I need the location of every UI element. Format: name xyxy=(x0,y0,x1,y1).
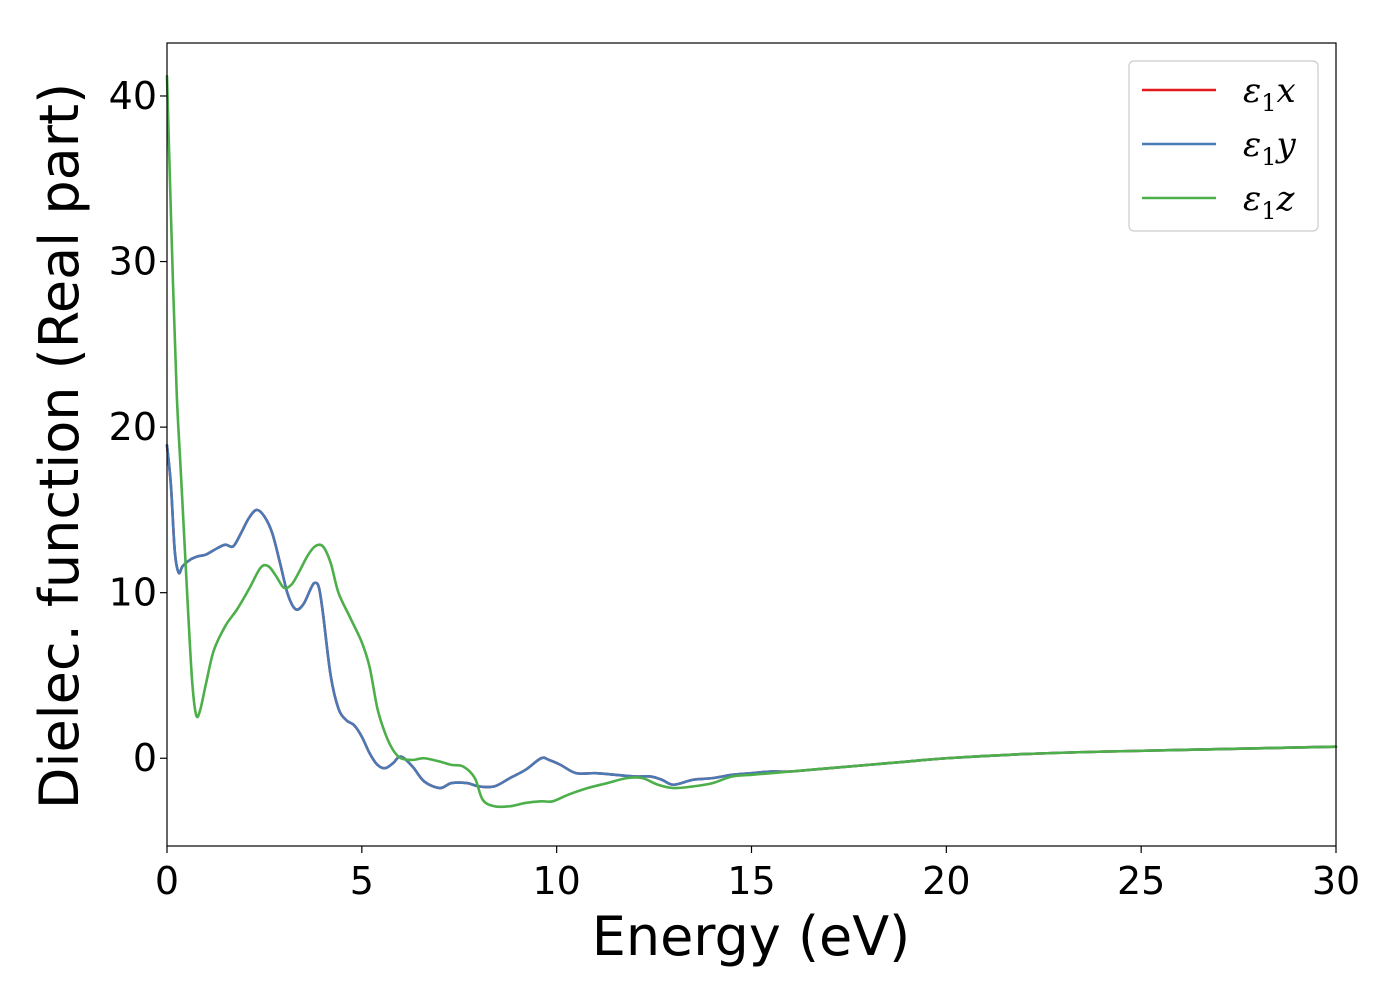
y-axis-label: Dielec. function (Real part) xyxy=(28,83,91,809)
x-tick-label: 30 xyxy=(1312,859,1360,903)
legend-label-subscript: 1 xyxy=(1261,89,1276,117)
legend-label: ε1z xyxy=(1243,179,1296,225)
legend-label-symbol: ε xyxy=(1243,71,1261,111)
y-tick-label: 0 xyxy=(133,736,157,780)
series-line-eps1y xyxy=(165,444,1338,790)
legend-label-subscript: 1 xyxy=(1261,143,1276,171)
legend-label-component: z xyxy=(1276,179,1296,219)
series-line-eps1x xyxy=(165,444,1338,790)
legend-label-subscript: 1 xyxy=(1261,197,1276,225)
x-tick-label: 0 xyxy=(155,859,179,903)
x-tick-label: 5 xyxy=(350,859,374,903)
x-tick-label: 25 xyxy=(1117,859,1165,903)
y-tick-label: 30 xyxy=(109,240,157,284)
legend-label-component: x xyxy=(1277,71,1296,111)
series-line-eps1z xyxy=(165,74,1338,809)
x-tick-label: 10 xyxy=(532,859,580,903)
y-tick-label: 20 xyxy=(109,405,157,449)
series-layer xyxy=(165,74,1338,809)
legend-label-symbol: ε xyxy=(1243,179,1261,219)
x-tick-label: 20 xyxy=(922,859,970,903)
legend-label: ε1y xyxy=(1243,125,1297,171)
y-tick-label: 40 xyxy=(109,74,157,118)
legend-label: ε1x xyxy=(1243,71,1296,117)
plot-frame xyxy=(166,42,1337,847)
x-axis-label: Energy (eV) xyxy=(592,905,911,968)
legend-label-component: y xyxy=(1275,125,1297,165)
legend-label-symbol: ε xyxy=(1243,125,1261,165)
y-tick-label: 10 xyxy=(109,571,157,615)
legend-box xyxy=(1128,60,1319,232)
x-tick-label: 15 xyxy=(727,859,775,903)
axes-layer: 0 5 10 15 20 25 30 0 10 20 30 40 xyxy=(109,74,1361,903)
